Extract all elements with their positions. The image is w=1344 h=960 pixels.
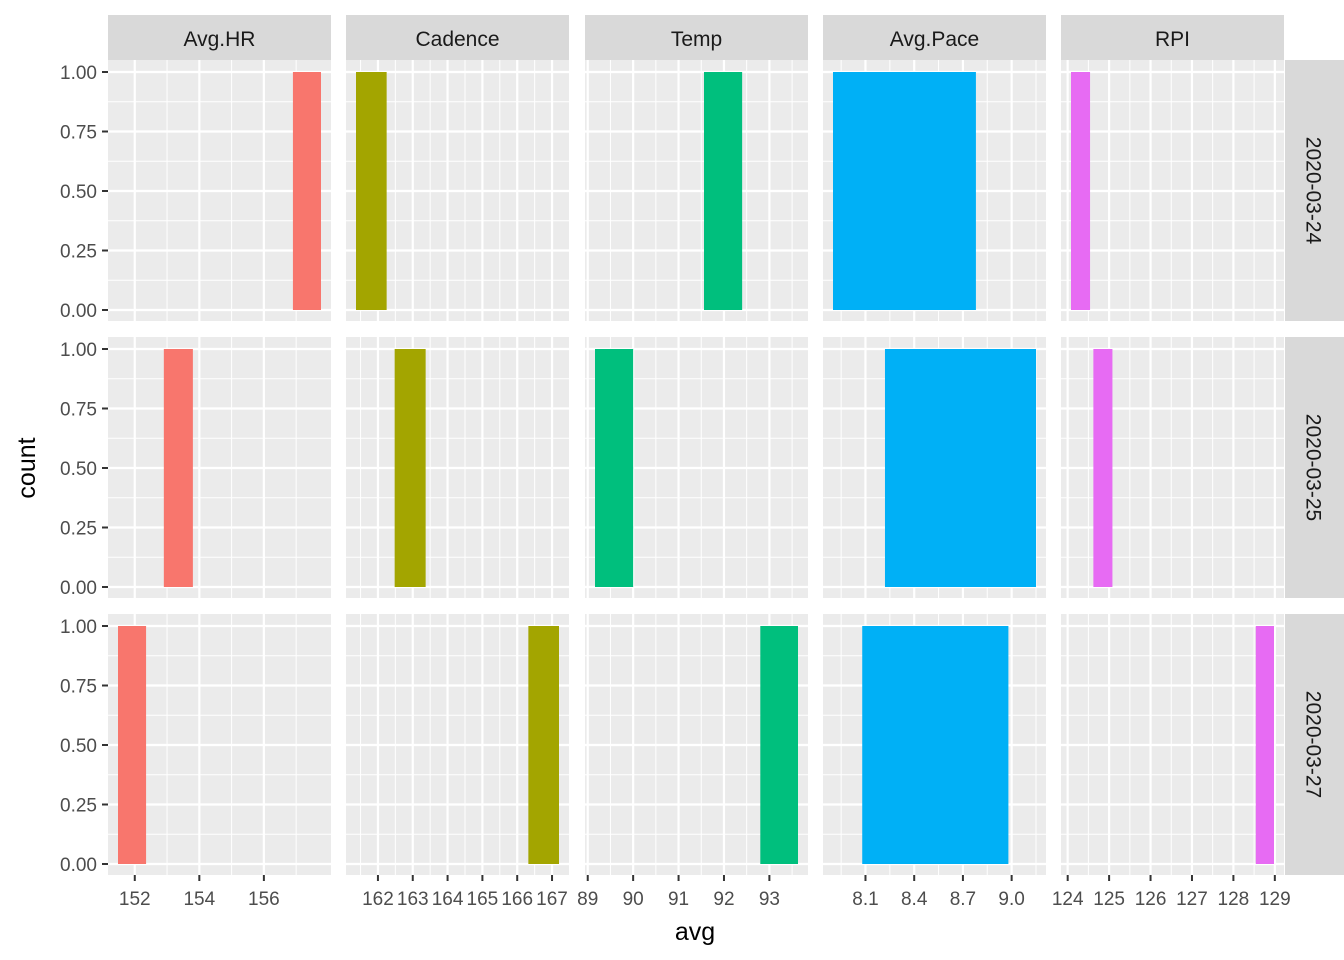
x-tick-label: 129	[1259, 889, 1291, 910]
facet-strip-temp	[585, 15, 808, 60]
facet-panel	[823, 337, 1046, 598]
panels-layer: Avg.HR0.000.250.500.751.000.000.250.500.…	[60, 15, 1344, 910]
facet-panel: 89 90 91 92 93	[577, 614, 808, 910]
histogram-bar	[595, 349, 634, 587]
facet-panel: 0.00 0.25 0.50 0.75 1.00	[60, 60, 331, 322]
x-tick-label: 152	[119, 889, 151, 910]
histogram-bar	[292, 72, 321, 310]
histogram-bar	[1255, 626, 1274, 864]
x-tick-label: 90	[623, 889, 644, 910]
y-tick-label: 0.50	[60, 459, 97, 480]
facet-strip-avg-pace	[823, 15, 1046, 60]
x-tick-label: 89	[577, 889, 598, 910]
y-tick-label: 1.00	[60, 340, 97, 361]
x-tick-label: 8.4	[901, 889, 928, 910]
histogram-bar	[1071, 72, 1091, 310]
y-tick-label: 0.00	[60, 578, 97, 599]
x-tick-label: 126	[1135, 889, 1167, 910]
facet-row-strip	[1285, 614, 1344, 875]
x-tick-label: 125	[1093, 889, 1125, 910]
x-tick-label: 92	[713, 889, 734, 910]
x-tick-label: 9.0	[998, 889, 1024, 910]
facet-panel: 8.1 8.4 8.7 9.0	[823, 614, 1046, 910]
facet-strip-label: Avg.HR	[184, 28, 256, 51]
facet-panel	[1061, 60, 1284, 321]
facet-panel	[346, 337, 569, 598]
y-tick-label: 0.50	[60, 736, 97, 757]
histogram-bar	[760, 626, 798, 864]
facet-panel	[585, 337, 808, 598]
facet-panel: 162 163 164 165 166 167	[346, 614, 569, 910]
y-tick-label: 0.00	[60, 855, 97, 876]
y-axis-title: count	[13, 437, 41, 498]
facet-panel: 124 125 126 127 128 129	[1052, 614, 1291, 910]
x-tick-label: 167	[536, 889, 568, 910]
y-tick-label: 0.75	[60, 677, 97, 698]
facet-panel: 0.00 0.25 0.50 0.75 1.00 152 154 156	[60, 614, 331, 910]
y-tick-label: 0.25	[60, 519, 97, 540]
facet-row-strip	[1285, 337, 1344, 598]
x-tick-label: 162	[362, 889, 394, 910]
facet-strip-cadence	[346, 15, 569, 60]
facet-strip-label: Avg.Pace	[890, 28, 980, 51]
x-tick-label: 8.1	[852, 889, 878, 910]
facet-strip-label: RPI	[1155, 28, 1190, 51]
histogram-bar	[163, 349, 193, 587]
x-axis-title: avg	[675, 918, 715, 946]
facet-panel	[823, 60, 1046, 321]
facet-row-strip-label: 2020-03-25	[1302, 414, 1325, 521]
y-tick-label: 0.75	[60, 400, 97, 421]
facet-row-strip-label: 2020-03-24	[1302, 137, 1325, 245]
y-tick-label: 0.50	[60, 182, 97, 203]
histogram-bar	[118, 626, 147, 864]
facet-row-strip-label: 2020-03-27	[1302, 691, 1325, 798]
x-tick-label: 165	[467, 889, 499, 910]
facet-panel: 0.00 0.25 0.50 0.75 1.00	[60, 337, 331, 599]
x-tick-label: 166	[501, 889, 533, 910]
y-tick-label: 0.25	[60, 796, 97, 817]
histogram-bar	[394, 349, 426, 587]
facet-panel	[346, 60, 569, 321]
y-tick-label: 0.00	[60, 301, 97, 322]
x-tick-label: 127	[1176, 889, 1208, 910]
x-tick-label: 164	[432, 889, 464, 910]
histogram-bar	[1093, 349, 1113, 587]
facet-strip-label: Temp	[671, 28, 722, 51]
facet-strip-avg-hr	[108, 15, 331, 60]
x-tick-label: 154	[183, 889, 215, 910]
facet-strip-label: Cadence	[415, 28, 499, 51]
facet-strip-rpi	[1061, 15, 1284, 60]
histogram-bar	[528, 626, 559, 864]
x-tick-label: 156	[248, 889, 280, 910]
facet-panel	[1061, 337, 1284, 598]
x-tick-label: 124	[1052, 889, 1084, 910]
x-tick-label: 163	[397, 889, 429, 910]
histogram-bar	[833, 72, 976, 310]
facet-panel	[585, 60, 808, 321]
x-tick-label: 128	[1218, 889, 1250, 910]
x-tick-label: 8.7	[950, 889, 976, 910]
x-tick-label: 93	[759, 889, 780, 910]
histogram-bar	[703, 72, 743, 310]
y-tick-label: 1.00	[60, 63, 97, 84]
y-tick-label: 0.75	[60, 123, 97, 144]
facet-row-strip	[1285, 60, 1344, 321]
x-tick-label: 91	[668, 889, 689, 910]
histogram-bar	[862, 626, 1009, 864]
histogram-bar	[356, 72, 387, 310]
y-tick-label: 1.00	[60, 617, 97, 638]
y-tick-label: 0.25	[60, 242, 97, 263]
histogram-bar	[884, 349, 1036, 587]
